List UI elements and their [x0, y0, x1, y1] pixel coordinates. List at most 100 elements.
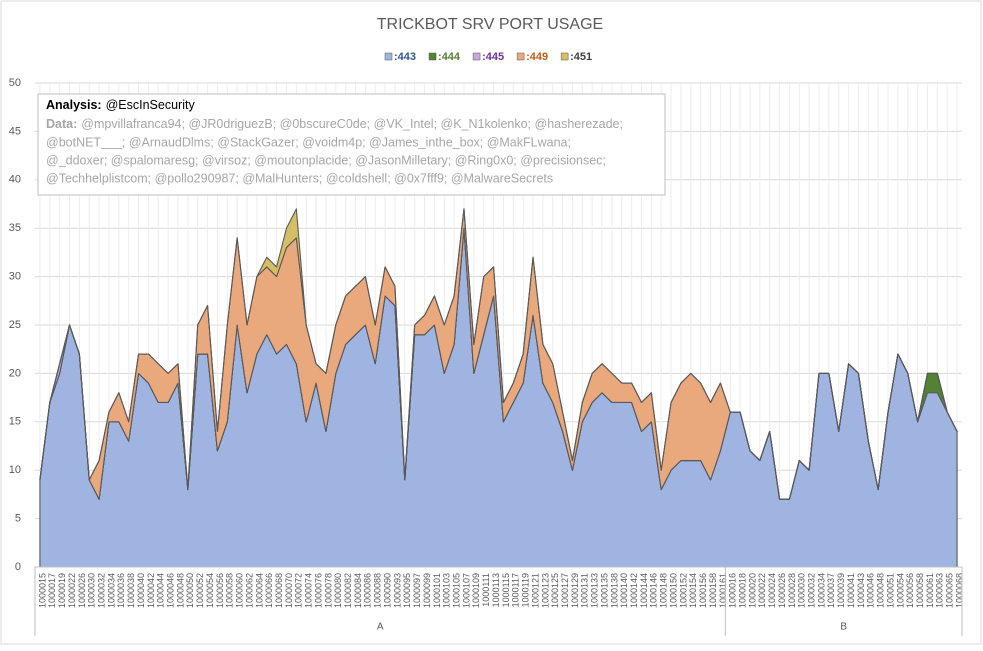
x-tick-label: 1000030	[797, 573, 807, 608]
x-tick-label: 1000051	[885, 573, 895, 608]
x-tick-label: 1000125	[550, 573, 560, 608]
y-tick-label: 40	[9, 174, 21, 186]
x-tick-label: 1000123	[540, 573, 550, 608]
x-tick-label: 1000068	[954, 573, 964, 608]
y-tick-label: 50	[9, 77, 21, 89]
x-tick-label: 1000032	[96, 573, 106, 608]
x-tick-label: 1000086	[363, 573, 373, 608]
x-tick-label: 1000131	[580, 573, 590, 608]
x-tick-label: 1000065	[945, 573, 955, 608]
x-tick-label: 1000030	[87, 573, 97, 608]
x-tick-label: 1000044	[156, 573, 166, 608]
x-tick-label: 1000026	[777, 573, 787, 608]
x-tick-label: 1000048	[876, 573, 886, 608]
y-tick-label: 45	[9, 125, 21, 137]
x-tick-label: 1000056	[215, 573, 225, 608]
legend-label: :443	[394, 51, 416, 63]
y-tick-label: 20	[9, 367, 21, 379]
x-tick-label: 1000148	[659, 573, 669, 608]
x-tick-label: 1000144	[639, 573, 649, 608]
x-tick-label: 1000056	[905, 573, 915, 608]
legend: :443 :444 :445 :449 :451	[384, 51, 592, 63]
x-tick-label: 1000039	[836, 573, 846, 608]
chart-title: TRICKBOT SRV PORT USAGE	[377, 16, 603, 33]
x-tick-label: 1000152	[678, 573, 688, 608]
x-tick-label: 1000066	[264, 573, 274, 608]
x-tick-label: 1000052	[195, 573, 205, 608]
annotation-line: @botNET___; @ArnaudDlms; @StackGazer; @v…	[46, 135, 571, 149]
x-tick-label: 1000099	[422, 573, 432, 608]
group-label: B	[840, 622, 847, 633]
x-tick-label: 1000080	[333, 573, 343, 608]
x-tick-label: 1000101	[432, 573, 442, 608]
x-tick-label: 1000054	[205, 573, 215, 608]
legend-label: :451	[570, 51, 592, 63]
x-tick-label: 1000032	[807, 573, 817, 608]
group-label: A	[377, 622, 384, 633]
x-tick-label: 1000088	[373, 573, 383, 608]
x-tick-label: 1000078	[323, 573, 333, 608]
x-tick-label: 1000026	[77, 573, 87, 608]
annotation: Analysis: @EscInSecurity Data: @mpvillafra…	[37, 93, 666, 196]
x-tick-label: 1000072	[294, 573, 304, 608]
x-tick-label: 1000060	[235, 573, 245, 608]
x-tick-label: 1000050	[185, 573, 195, 608]
x-tick-label: 1000019	[57, 573, 67, 608]
x-tick-label: 1000040	[136, 573, 146, 608]
x-tick-label: 1000048	[175, 573, 185, 608]
legend-swatch	[472, 52, 481, 61]
x-tick-label: 1000095	[402, 573, 412, 608]
annotation-line: @Techhelplistcom; @pollo290987; @MalHunt…	[46, 171, 553, 185]
annotation-line: Data: @mpvillafranca94; @JR0driguezB; @0b…	[46, 117, 623, 131]
x-tick-label: 1000041	[846, 573, 856, 608]
x-tick-label: 1000107	[461, 573, 471, 608]
x-tick-label: 1000093	[392, 573, 402, 608]
annotation-data: @mpvillafranca94; @JR0driguezB; @0bscure…	[81, 117, 623, 131]
x-tick-label: 1000082	[343, 573, 353, 608]
x-tick-label: 1000058	[225, 573, 235, 608]
x-tick-label: 1000058	[915, 573, 925, 608]
x-tick-label: 1000090	[382, 573, 392, 608]
x-tick-label: 1000076	[313, 573, 323, 608]
y-tick-label: 25	[9, 319, 21, 331]
x-tick-label: 1000135	[599, 573, 609, 608]
x-tick-label: 1000063	[935, 573, 945, 608]
x-tick-label: 1000103	[442, 573, 452, 608]
x-tick-label: 1000138	[609, 573, 619, 608]
x-tick-label: 1000156	[698, 573, 708, 608]
x-tick-label: 1000018	[737, 573, 747, 608]
legend-label: :444	[438, 51, 461, 63]
x-tick-label: 1000062	[244, 573, 254, 608]
x-tick-label: 1000161	[718, 573, 728, 608]
x-tick-label: 1000054	[895, 573, 905, 608]
x-tick-label: 1000117	[511, 573, 521, 607]
legend-label: :449	[526, 51, 548, 63]
x-tick-label: 1000024	[767, 573, 777, 608]
x-tick-label: 1000105	[451, 573, 461, 608]
legend-label: :445	[482, 51, 504, 63]
annotation-data-label: Data:	[46, 117, 77, 131]
x-tick-label: 1000042	[146, 573, 156, 608]
x-tick-label: 1000020	[747, 573, 757, 608]
x-tick-label: 1000119	[521, 573, 531, 607]
x-tick-label: 1000115	[501, 573, 511, 607]
x-tick-label: 1000034	[816, 573, 826, 608]
annotation-label: Analysis:	[46, 98, 102, 112]
x-tick-label: 1000043	[856, 573, 866, 608]
y-tick-label: 15	[9, 416, 21, 428]
x-tick-label: 1000121	[530, 573, 540, 608]
x-tick-label: 1000016	[728, 573, 738, 608]
x-tick-label: 1000111	[481, 573, 491, 607]
x-tick-label: 1000074	[304, 573, 314, 608]
x-tick-label: 1000061	[925, 573, 935, 608]
x-tick-label: 1000037	[826, 573, 836, 608]
x-tick-label: 1000028	[787, 573, 797, 608]
y-tick-label: 5	[15, 513, 21, 525]
y-tick-label: 0	[15, 561, 21, 573]
x-tick-label: 1000046	[866, 573, 876, 608]
y-tick-label: 35	[9, 222, 21, 234]
x-tick-label: 1000113	[491, 573, 501, 607]
y-tick-label: 10	[9, 464, 21, 476]
x-tick-label: 1000150	[668, 573, 678, 608]
